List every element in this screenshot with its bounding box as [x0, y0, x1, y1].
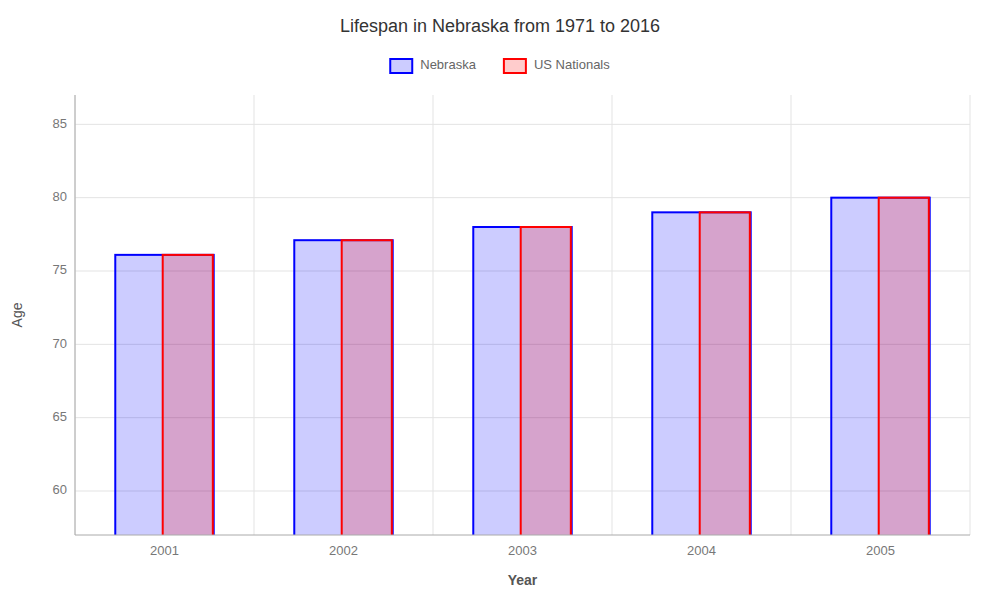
bar [879, 198, 929, 535]
chart-svg: 60 65 70 75 80 85 2001 2002 2003 2004 2005 Year Age L… [0, 0, 1000, 600]
bar [473, 227, 571, 535]
group-separator [970, 95, 971, 535]
legend-label: Nebraska [420, 57, 476, 72]
title: Lifespan in Nebraska from 1971 to 2016 [340, 16, 660, 36]
x-tick-label: 2004 [687, 543, 716, 558]
legend-swatch [504, 59, 526, 73]
x-tick-label: 2005 [866, 543, 895, 558]
bar [342, 240, 392, 535]
x-tick-label: 2003 [508, 543, 537, 558]
y-tick-label: 65 [53, 409, 67, 424]
bar [115, 255, 213, 535]
x-axis-line [75, 535, 970, 536]
bar [831, 198, 929, 535]
x-tick-label: 2001 [150, 543, 179, 558]
y-axis-label: Age [9, 302, 25, 327]
grid-line [75, 124, 970, 125]
chart-container: 60 65 70 75 80 85 2001 2002 2003 2004 2005 Year Age L… [0, 0, 1000, 600]
legend-item: US Nationals [504, 57, 610, 73]
bar [700, 212, 750, 535]
axes: 60 65 70 75 80 85 2001 2002 2003 2004 2005 [53, 95, 970, 558]
bar [521, 227, 571, 535]
y-axis-line [75, 95, 76, 535]
legend-swatch [390, 59, 412, 73]
group-separator [433, 95, 434, 535]
x-axis-label: Year [508, 572, 538, 588]
x-tick-label: 2002 [329, 543, 358, 558]
y-tick-label: 75 [53, 262, 67, 277]
legend-item: Nebraska [390, 57, 476, 73]
group-separator [791, 95, 792, 535]
y-tick-label: 60 [53, 482, 67, 497]
bars [115, 198, 929, 535]
legend: Nebraska US Nationals [390, 57, 610, 73]
legend-label: US Nationals [534, 57, 610, 72]
bar [163, 255, 213, 535]
bar [294, 240, 392, 535]
bar [652, 212, 750, 535]
y-tick-label: 70 [53, 336, 67, 351]
group-separator [254, 95, 255, 535]
y-tick-label: 85 [53, 116, 67, 131]
y-tick-label: 80 [53, 189, 67, 204]
group-separator [612, 95, 613, 535]
group-separator [75, 95, 76, 535]
